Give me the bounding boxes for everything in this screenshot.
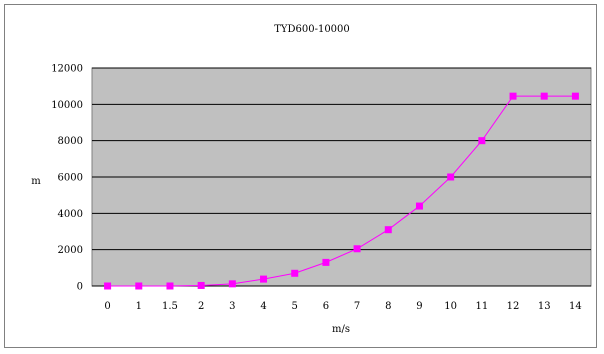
- y-tick-label: 12000: [51, 64, 83, 75]
- data-point: [228, 280, 236, 288]
- series-line: [107, 95, 576, 287]
- data-point: [197, 281, 205, 289]
- data-point: [447, 173, 455, 181]
- data-point: [353, 245, 361, 253]
- x-tick-label: 14: [569, 301, 582, 312]
- x-tick-label: 7: [354, 301, 360, 312]
- x-tick-label: 5: [292, 301, 298, 312]
- x-tick-label: 0: [104, 301, 110, 312]
- data-point: [104, 282, 112, 290]
- x-tick-label: 8: [385, 301, 391, 312]
- x-tick-label: 10: [444, 301, 457, 312]
- x-tick-label: 11: [475, 301, 488, 312]
- data-point: [166, 282, 174, 290]
- y-tick-label: 8000: [58, 136, 83, 147]
- data-point: [415, 202, 423, 210]
- y-tick-label: 0: [77, 282, 83, 293]
- data-point: [478, 137, 486, 145]
- data-point: [322, 258, 330, 266]
- x-tick-label: 6: [323, 301, 329, 312]
- y-tick-label: 10000: [51, 100, 83, 111]
- data-point: [260, 275, 268, 283]
- data-point: [384, 226, 392, 234]
- x-tick-label: 9: [416, 301, 422, 312]
- data-point: [571, 92, 579, 100]
- y-tick-label: 2000: [58, 245, 83, 256]
- data-point: [291, 269, 299, 277]
- gridlines: [92, 67, 591, 287]
- data-point: [540, 92, 548, 100]
- x-tick-label: 1.5: [162, 301, 178, 312]
- chart-title: TYD600-10000: [274, 24, 350, 35]
- x-axis-ticks: 0 1 1.5 2 3 4 5 6 7 8 9 10 11 12 13 14: [104, 301, 581, 312]
- y-axis-label: m: [31, 176, 41, 187]
- x-tick-label: 12: [507, 301, 520, 312]
- data-point: [135, 282, 143, 290]
- data-point: [509, 92, 517, 100]
- x-axis-label: m/s: [332, 324, 350, 335]
- x-tick-label: 13: [538, 301, 551, 312]
- x-tick-label: 3: [229, 301, 235, 312]
- y-tick-label: 6000: [58, 173, 83, 184]
- x-tick-label: 4: [260, 301, 266, 312]
- x-tick-label: 1: [136, 301, 142, 312]
- series-markers: [104, 92, 579, 290]
- chart-area: TYD600-10000 0 2000 4000 6000 8000 10000 12000…: [4, 4, 597, 348]
- y-tick-label: 4000: [58, 209, 83, 220]
- line-chart: TYD600-10000 0 2000 4000 6000 8000 10000 12000…: [31, 24, 592, 335]
- series-line-0: [107, 95, 576, 287]
- x-tick-label: 2: [198, 301, 204, 312]
- y-axis-ticks: 0 2000 4000 6000 8000 10000 12000: [51, 64, 83, 293]
